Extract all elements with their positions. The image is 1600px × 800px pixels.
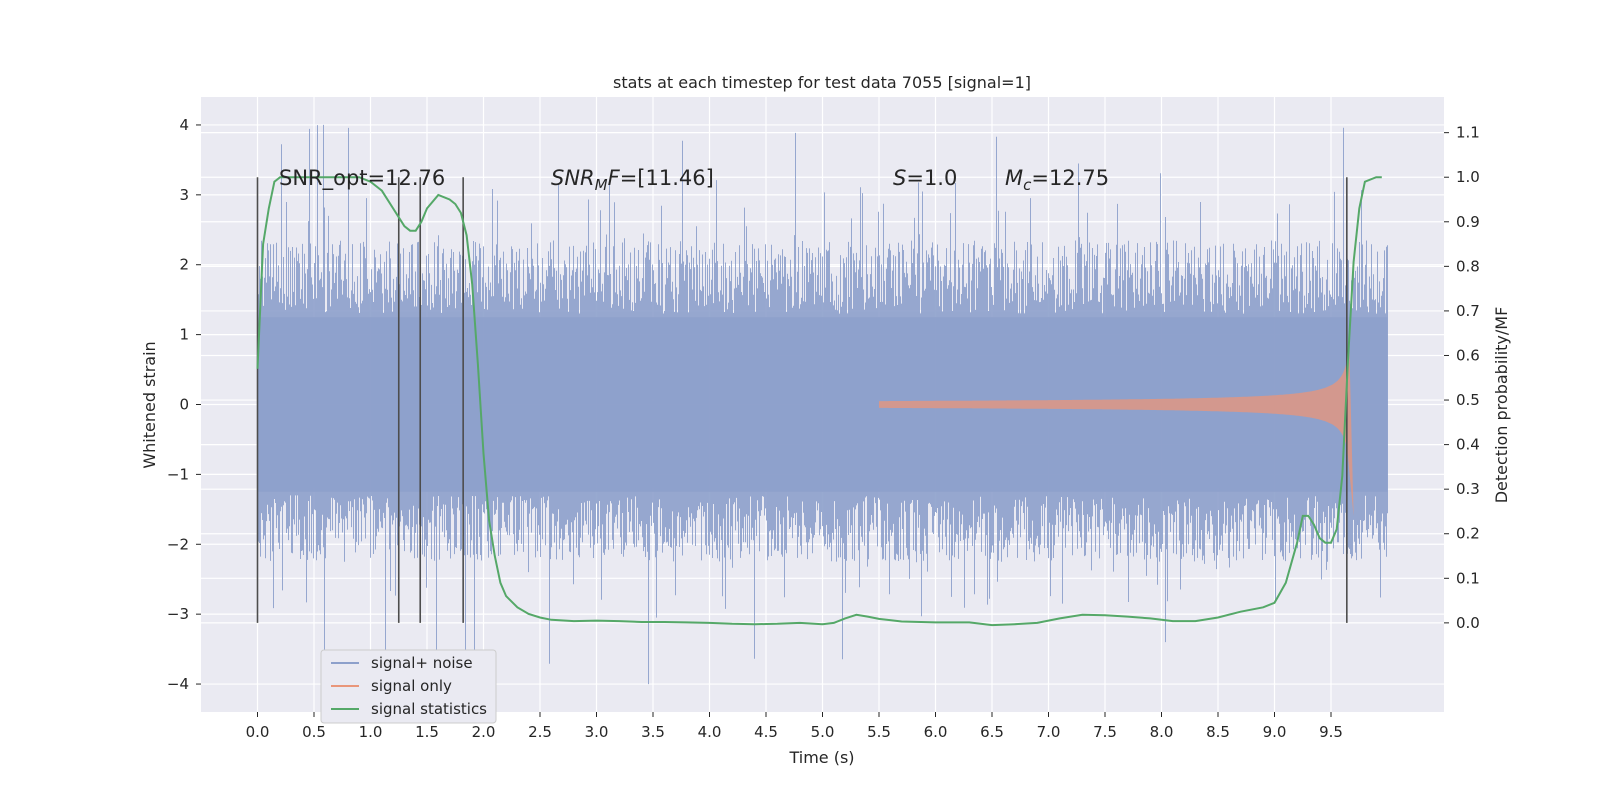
snr-mf-subscript: M bbox=[595, 176, 608, 194]
y-right-tick-label: 0.9 bbox=[1456, 213, 1480, 231]
y-right-tick-label: 0.5 bbox=[1456, 391, 1480, 409]
y-axis-ticks: −4 −3 −2 −1 0 1 2 3 4 bbox=[167, 116, 201, 693]
x-tick-label: 1.5 bbox=[415, 723, 439, 741]
x-axis-ticks: 0.0 0.5 1.0 1.5 2.0 2.5 3.0 3.5 4.0 4.5 5.0 5.5 6.0 6… bbox=[246, 712, 1343, 741]
annotation-snr-opt: SNR_opt=12.76 bbox=[279, 166, 445, 191]
x-tick-label: 0.0 bbox=[246, 723, 270, 741]
legend: signal+ noise signal only signal statist… bbox=[320, 649, 497, 724]
y-right-tick-label: 1.0 bbox=[1456, 168, 1480, 186]
x-tick-label: 3.0 bbox=[585, 723, 609, 741]
x-tick-label: 2.5 bbox=[528, 723, 552, 741]
x-tick-label: 6.0 bbox=[924, 723, 948, 741]
y-tick-label: 3 bbox=[179, 186, 189, 204]
s-value: =1.0 bbox=[906, 166, 957, 190]
y-right-axis-ticks: 0.0 0.1 0.2 0.3 0.4 0.5 0.6 0.7 0.8 0.9 1.0 1.1 bbox=[1444, 124, 1480, 632]
x-tick-label: 5.5 bbox=[867, 723, 891, 741]
legend-box bbox=[320, 649, 497, 724]
x-tick-label: 0.5 bbox=[302, 723, 326, 741]
x-tick-label: 3.5 bbox=[641, 723, 665, 741]
series-signal-statistics bbox=[256, 176, 1382, 627]
y-tick-label: 2 bbox=[179, 256, 189, 274]
s-symbol: S bbox=[893, 166, 906, 190]
y-right-tick-label: 0.4 bbox=[1456, 436, 1480, 454]
annotation-snr-mf: SNRMF=[11.46] bbox=[551, 166, 714, 194]
x-tick-label: 6.5 bbox=[980, 723, 1004, 741]
y-right-tick-label: 0.6 bbox=[1456, 346, 1480, 364]
x-tick-label: 4.0 bbox=[698, 723, 722, 741]
y-tick-label: 4 bbox=[179, 116, 189, 134]
x-tick-label: 8.0 bbox=[1150, 723, 1174, 741]
legend-label-signal-statistics: signal statistics bbox=[371, 700, 487, 718]
snr-mf-symbol: SNR bbox=[551, 166, 595, 190]
annotation-s: S=1.0 bbox=[893, 166, 957, 190]
snr-mf-value: =[11.46] bbox=[620, 166, 714, 190]
x-tick-label: 9.0 bbox=[1263, 723, 1287, 741]
statistics-line bbox=[256, 176, 1382, 627]
y-axis-label: Whitened strain bbox=[140, 341, 159, 468]
legend-label-signal-only: signal only bbox=[371, 677, 452, 695]
legend-label-signal-noise: signal+ noise bbox=[371, 654, 473, 672]
x-tick-label: 5.0 bbox=[811, 723, 835, 741]
y-tick-label: −2 bbox=[167, 535, 189, 553]
x-axis-label: Time (s) bbox=[788, 748, 854, 767]
mc-subscript: c bbox=[1023, 176, 1032, 194]
x-tick-label: 8.5 bbox=[1206, 723, 1230, 741]
snr-mf-tail: F bbox=[608, 166, 621, 190]
chart-title: stats at each timestep for test data 705… bbox=[613, 73, 1031, 92]
mc-value: =12.75 bbox=[1031, 166, 1109, 190]
y-right-tick-label: 0.7 bbox=[1456, 302, 1480, 320]
y-tick-label: −1 bbox=[167, 465, 189, 483]
y-tick-label: 1 bbox=[179, 326, 189, 344]
x-tick-label: 2.0 bbox=[472, 723, 496, 741]
y-right-tick-label: 0.2 bbox=[1456, 525, 1480, 543]
y-right-tick-label: 1.1 bbox=[1456, 124, 1480, 142]
annotation-mc: Mc=12.75 bbox=[1005, 166, 1109, 194]
y-tick-label: 0 bbox=[179, 396, 189, 414]
y-right-tick-label: 0.8 bbox=[1456, 257, 1480, 275]
y-right-axis-label: Detection probability/MF bbox=[1492, 307, 1511, 504]
y-right-tick-label: 0.0 bbox=[1456, 614, 1480, 632]
y-right-tick-label: 0.1 bbox=[1456, 569, 1480, 587]
y-tick-label: −3 bbox=[167, 605, 189, 623]
y-right-tick-label: 0.3 bbox=[1456, 480, 1480, 498]
x-tick-label: 7.5 bbox=[1093, 723, 1117, 741]
x-tick-label: 9.5 bbox=[1319, 723, 1343, 741]
x-tick-label: 7.0 bbox=[1037, 723, 1061, 741]
x-tick-label: 1.0 bbox=[359, 723, 383, 741]
x-tick-label: 4.5 bbox=[754, 723, 778, 741]
y-tick-label: −4 bbox=[167, 675, 189, 693]
mc-symbol: M bbox=[1005, 166, 1023, 190]
